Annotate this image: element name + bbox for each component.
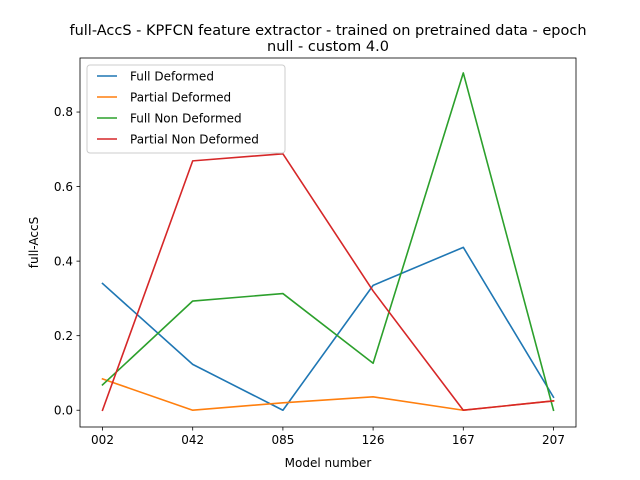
x-axis-label: Model number <box>285 456 372 470</box>
x-tick-label: 085 <box>271 433 294 447</box>
y-tick-label: 0.6 <box>54 180 73 194</box>
y-axis-ticks: 0.0 0.2 0.4 0.6 0.8 <box>54 105 80 417</box>
series-layer <box>101 72 555 412</box>
y-axis-label: full-AccS <box>27 217 41 268</box>
legend-label-2: Full Non Deformed <box>130 111 242 125</box>
y-tick-label: 0.8 <box>54 105 73 119</box>
series-line-0 <box>101 246 555 412</box>
chart-title-line-1: full-AccS - KPFCN feature extractor - tr… <box>69 23 586 39</box>
legend: Full Deformed Partial Deformed Full Non De… <box>86 64 286 154</box>
legend-label-0: Full Deformed <box>130 69 214 83</box>
x-axis-ticks: 002 042 085 126 167 207 <box>91 427 565 447</box>
series-line-3 <box>101 152 555 412</box>
chart-title-line-2: null - custom 4.0 <box>267 39 389 55</box>
series-line-2 <box>101 72 555 412</box>
x-tick-label: 002 <box>91 433 114 447</box>
x-tick-label: 126 <box>362 433 385 447</box>
y-tick-label: 0.4 <box>54 254 73 268</box>
plot-frame <box>79 57 577 428</box>
x-tick-label: 207 <box>542 433 565 447</box>
legend-label-1: Partial Deformed <box>130 90 231 104</box>
legend-box <box>86 64 286 154</box>
x-tick-label: 042 <box>181 433 204 447</box>
y-tick-label: 0.2 <box>54 329 73 343</box>
x-tick-label: 167 <box>452 433 475 447</box>
legend-label-3: Partial Non Deformed <box>130 132 259 146</box>
y-tick-label: 0.0 <box>54 403 73 417</box>
